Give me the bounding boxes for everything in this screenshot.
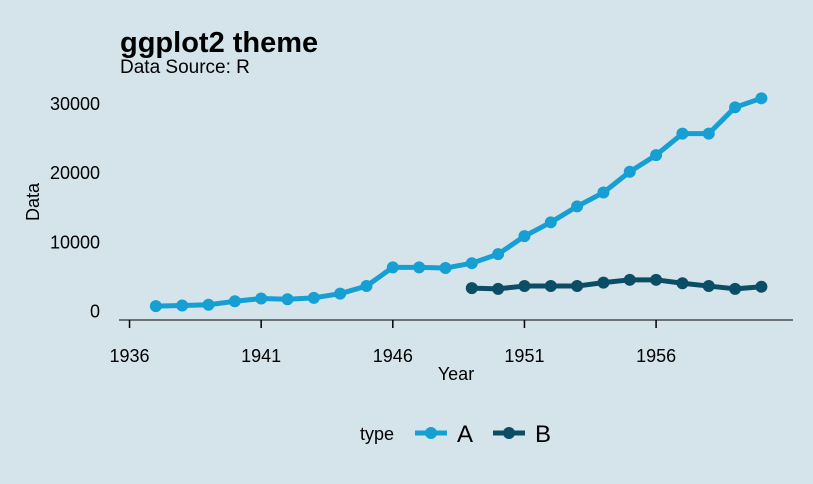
data-point-a: [307, 291, 320, 304]
data-point-a: [597, 186, 610, 199]
data-point-a: [176, 299, 189, 312]
data-point-a: [413, 261, 426, 274]
series-line-a: [155, 95, 763, 309]
legend-marker-a: [425, 427, 437, 439]
data-point-a: [702, 127, 715, 140]
data-point-a: [386, 261, 399, 274]
x-axis: 1936 1941 1946 1951 1956: [110, 319, 793, 366]
data-point-a: [465, 257, 478, 270]
legend: type A B: [360, 421, 551, 448]
data-point-b: [492, 282, 505, 295]
data-point-a: [149, 300, 162, 313]
y-axis: 0 10000 20000 30000: [50, 94, 100, 322]
data-point-a: [755, 92, 768, 105]
data-point-b: [650, 273, 663, 286]
data-point-a: [202, 298, 215, 311]
series-line-b: [471, 277, 762, 292]
x-axis-label: Year: [438, 364, 474, 384]
x-tick-label: 1936: [110, 346, 150, 366]
data-point-b: [729, 282, 742, 295]
data-point-b: [465, 282, 478, 295]
y-tick-label: 10000: [50, 232, 100, 252]
legend-title: type: [360, 424, 394, 444]
data-point-b: [544, 280, 557, 293]
data-point-b: [623, 273, 636, 286]
x-tick-label: 1956: [636, 346, 676, 366]
x-tick-label: 1941: [241, 346, 281, 366]
data-point-a: [571, 200, 584, 213]
data-point-a: [518, 230, 531, 243]
data-point-a: [729, 101, 742, 114]
data-point-a: [439, 262, 452, 275]
legend-label-b: B: [535, 421, 551, 448]
y-tick-label: 0: [90, 302, 100, 322]
data-point-b: [571, 280, 584, 293]
data-point-b: [518, 280, 531, 293]
data-point-a: [281, 293, 294, 306]
data-point-a: [255, 292, 268, 305]
data-point-a: [676, 127, 689, 140]
data-point-a: [360, 280, 373, 293]
data-point-b: [755, 280, 768, 293]
data-point-a: [334, 287, 347, 300]
plot-area: [149, 92, 768, 313]
legend-marker-b: [503, 427, 515, 439]
y-tick-label: 20000: [50, 163, 100, 183]
x-tick-label: 1946: [373, 346, 413, 366]
data-point-b: [597, 276, 610, 289]
data-point-b: [676, 277, 689, 290]
data-point-a: [544, 216, 557, 229]
data-point-a: [228, 295, 241, 308]
data-point-b: [702, 280, 715, 293]
y-axis-label: Data: [23, 182, 43, 221]
legend-label-a: A: [457, 421, 473, 448]
data-point-a: [623, 165, 636, 178]
data-point-a: [492, 248, 505, 261]
y-tick-label: 30000: [50, 94, 100, 114]
chart-subtitle: Data Source: R: [120, 57, 250, 78]
x-tick-label: 1951: [504, 346, 544, 366]
data-point-a: [650, 149, 663, 162]
chart-title: ggplot2 theme: [120, 27, 318, 59]
